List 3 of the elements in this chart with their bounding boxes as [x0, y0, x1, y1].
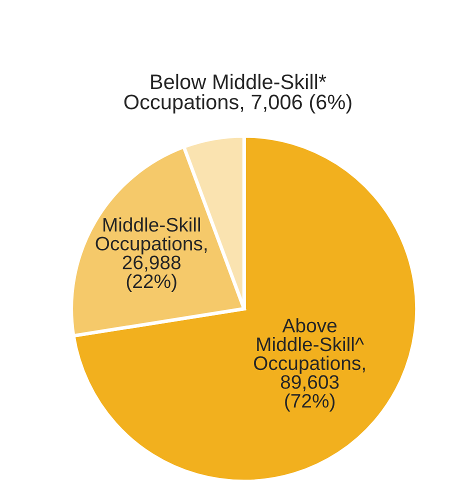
slice-label: Above Middle-Skill^ Occupations, 89,603 (72%) [254, 318, 365, 412]
slice-label: Middle-Skill Occupations, 26,988 (22%) [96, 217, 207, 292]
slice-label: Below Middle-Skill* Occupations, 7,006 (6%) [124, 74, 352, 114]
